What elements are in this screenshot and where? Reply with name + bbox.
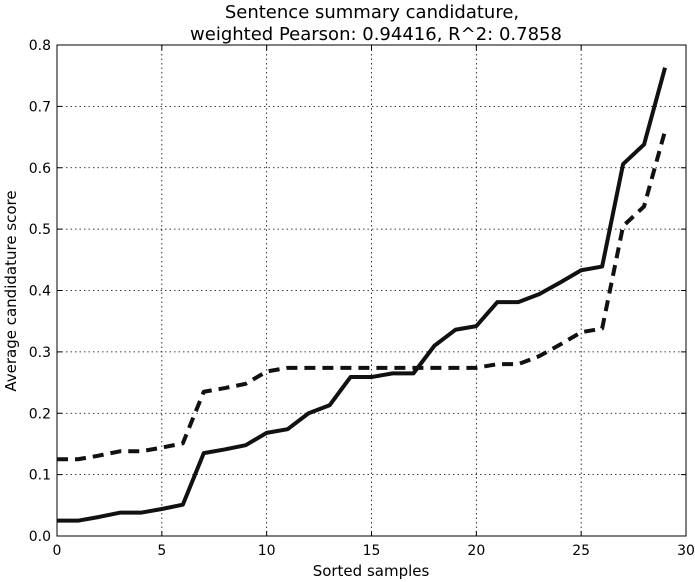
x-axis-label: Sorted samples bbox=[313, 562, 430, 580]
y-tick-label: 0.7 bbox=[29, 99, 51, 115]
x-tick-label: 30 bbox=[677, 543, 695, 559]
y-tick-label: 0.1 bbox=[29, 468, 51, 484]
y-tick-label: 0.5 bbox=[29, 222, 51, 238]
chart-title-line-2: weighted Pearson: 0.94416, R^2: 0.7858 bbox=[190, 24, 562, 45]
x-tick-label: 0 bbox=[53, 543, 62, 559]
grid bbox=[57, 45, 686, 536]
y-axis-label: Average candidature score bbox=[2, 190, 20, 391]
y-tick-label: 0.4 bbox=[29, 284, 51, 300]
series-layer bbox=[57, 67, 667, 523]
y-tick-label: 0.3 bbox=[29, 345, 51, 361]
x-tick-label: 10 bbox=[258, 543, 276, 559]
x-tick-label: 5 bbox=[157, 543, 166, 559]
y-tick-label: 0.6 bbox=[29, 161, 51, 177]
x-tick-label: 15 bbox=[363, 543, 381, 559]
axis-ticks: 0 5 10 15 20 25 30 0.0 0.1 0.2 0.3 0.4 0.5 0.6 0.7 0.8 bbox=[29, 38, 695, 559]
x-tick-label: 25 bbox=[572, 543, 590, 559]
chart-title-line-1: Sentence summary candidature, bbox=[225, 2, 519, 23]
y-tick-label: 0.2 bbox=[29, 406, 51, 422]
solid-series-line bbox=[57, 67, 667, 523]
dashed-series-line bbox=[57, 130, 667, 462]
plot-area bbox=[56, 44, 687, 537]
x-tick-label: 20 bbox=[467, 543, 485, 559]
y-tick-label: 0.0 bbox=[29, 529, 51, 545]
y-tick-label: 0.8 bbox=[29, 38, 51, 54]
